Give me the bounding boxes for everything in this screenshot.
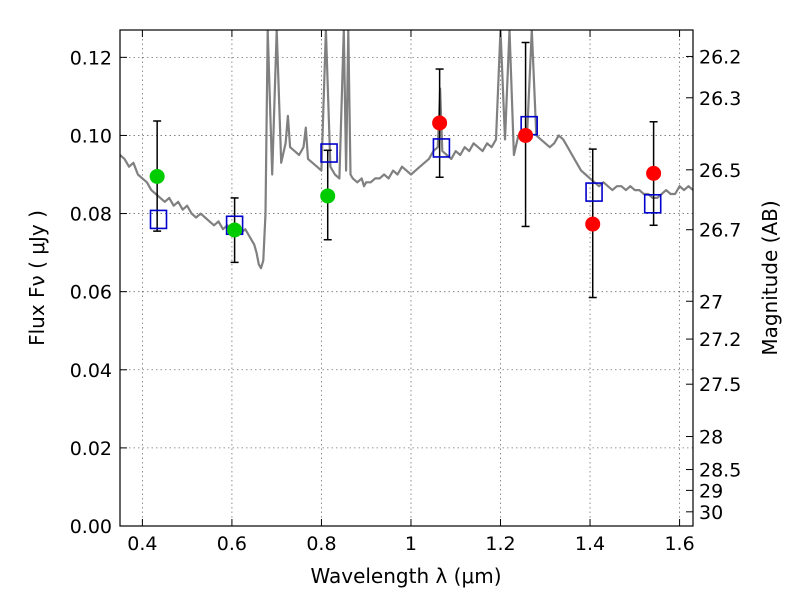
- x-tick-label: 1.2: [485, 533, 515, 555]
- x-axis-label: Wavelength λ (μm): [310, 564, 501, 588]
- red-data-point: [646, 165, 662, 181]
- y-tick-label: 0.02: [70, 438, 112, 460]
- magnitude-tick-label: 29: [699, 480, 723, 502]
- red-data-point: [432, 115, 448, 131]
- red-data-point: [585, 216, 601, 232]
- magnitude-tick-label: 28: [699, 427, 723, 449]
- magnitude-tick-label: 26.2: [699, 46, 741, 68]
- red-data-point: [518, 127, 534, 143]
- x-tick-label: 1.4: [575, 533, 605, 555]
- green-data-point: [320, 188, 336, 204]
- template-spectrum-line: [120, 30, 693, 270]
- x-tick-label: 1.6: [664, 533, 694, 555]
- green-data-point: [149, 168, 165, 184]
- magnitude-tick-label: 26.3: [699, 88, 741, 110]
- y-axis-label: Flux Fν ( μJy ): [25, 210, 49, 346]
- magnitude-tick-label: 28.5: [699, 460, 741, 482]
- model-square-point: [432, 138, 451, 158]
- magnitude-tick-label: 27.5: [699, 374, 741, 396]
- model-square-point: [585, 182, 603, 202]
- green-data-point: [227, 222, 243, 238]
- magnitude-tick-label: 30: [699, 502, 723, 524]
- magnitude-tick-label: 26.5: [699, 160, 741, 182]
- y2-axis-label: Magnitude (AB): [758, 200, 782, 355]
- x-tick-label: 0.6: [217, 533, 247, 555]
- plot-frame: [119, 29, 694, 527]
- x-tick-label: 0.8: [306, 533, 336, 555]
- y-tick-label: 0.10: [70, 125, 112, 147]
- y-tick-label: 0.12: [70, 47, 112, 69]
- y-tick-label: 0.06: [70, 282, 112, 304]
- magnitude-tick-label: 26.7: [699, 220, 741, 242]
- magnitude-tick-label: 27: [699, 291, 723, 313]
- y-tick-label: 0.08: [70, 204, 112, 226]
- model-square-point: [149, 209, 168, 230]
- data-layer: [120, 30, 693, 299]
- magnitude-tick-label: 27.2: [699, 329, 741, 351]
- model-square-point: [643, 193, 662, 214]
- y-tick-label: 0.04: [70, 360, 112, 382]
- y-tick-label: 0.00: [70, 516, 112, 538]
- model-square-point: [320, 143, 338, 163]
- ticks: 0.4 0.6 0.8 1 1.2 1.4 1.6 0.00 0.02 0.04 0.06 0.08 0…: [70, 30, 741, 555]
- x-tick-label: 0.4: [127, 533, 157, 555]
- x-tick-label: 1: [405, 533, 417, 555]
